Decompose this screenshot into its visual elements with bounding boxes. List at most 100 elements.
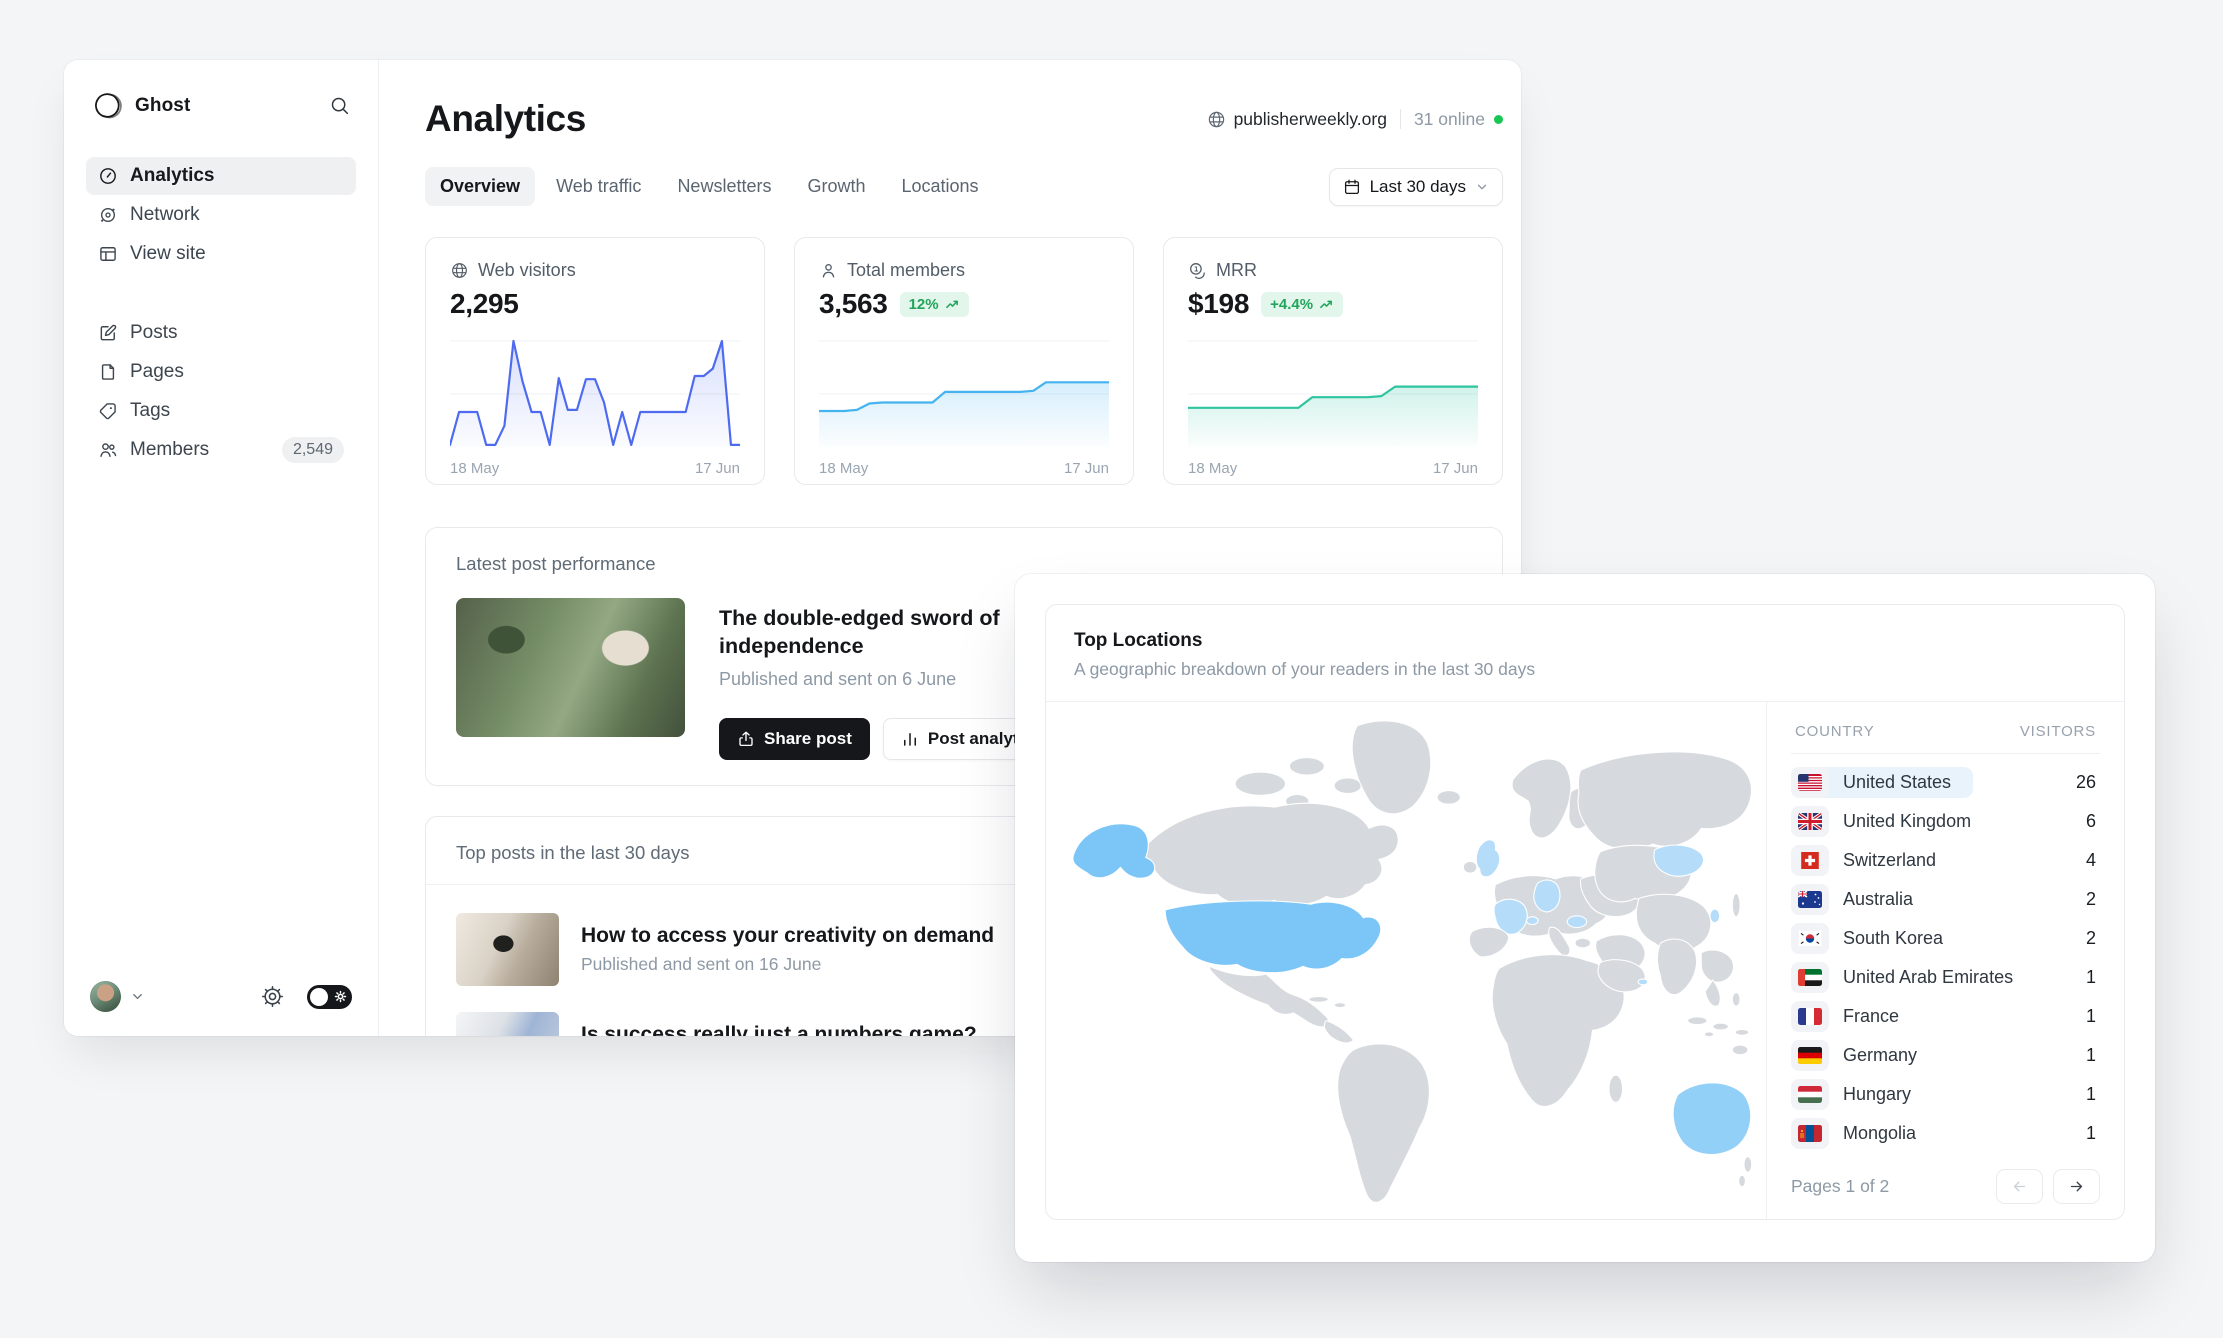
- orbit-icon: [98, 205, 118, 225]
- section-title: Top posts in the last 30 days: [456, 841, 690, 863]
- stat-value: $198: [1188, 288, 1250, 319]
- stat-cards: Web visitors 2,295 18 May 17 Jun Total membe…: [425, 237, 1503, 485]
- tab-locations[interactable]: Locations: [887, 167, 994, 206]
- stat-card-total-members[interactable]: Total members 3,563 12% 18 May 17 Jun: [794, 237, 1134, 485]
- post-thumbnail: [456, 1011, 559, 1036]
- tab-overview[interactable]: Overview: [425, 167, 536, 206]
- gear-icon[interactable]: [261, 985, 284, 1008]
- flag-united-arab-emirates-icon: [1791, 962, 1829, 993]
- axis-start-label: 18 May: [450, 460, 500, 477]
- top-post-row[interactable]: Is success really just a numbers game?Pu…: [456, 1011, 1472, 1036]
- edit-icon: [98, 323, 118, 343]
- map-hungary: [1566, 915, 1588, 929]
- tab-newsletters[interactable]: Newsletters: [662, 167, 786, 206]
- country-row-switzerland[interactable]: Switzerland 4: [1791, 841, 2100, 880]
- visitor-count: 2: [2085, 928, 2096, 948]
- page-title: Analytics: [425, 98, 586, 139]
- map-greenland: [1351, 720, 1432, 815]
- flag-switzerland-icon: [1791, 845, 1829, 876]
- flag-hungary-icon: [1791, 1079, 1829, 1110]
- globe-icon: [1207, 110, 1226, 129]
- analytics-tabs: Overview Web traffic Newsletters Growth Loca…: [425, 167, 994, 206]
- share-post-button[interactable]: Share post: [719, 717, 870, 760]
- next-page-button[interactable]: [2053, 1169, 2100, 1204]
- country-name: Germany: [1843, 1045, 1918, 1065]
- visitor-count: 1: [2085, 1084, 2096, 1104]
- country-row-hungary[interactable]: Hungary 1: [1791, 1075, 2100, 1114]
- country-list-pane: COUNTRY VISITORS United States 26 United K…: [1766, 702, 2124, 1219]
- chevron-down-icon[interactable]: [130, 989, 145, 1004]
- coin-icon: [1188, 261, 1207, 280]
- prev-page-button[interactable]: [1996, 1169, 2043, 1204]
- date-range-select[interactable]: Last 30 days: [1328, 167, 1503, 206]
- country-row-australia[interactable]: Australia 2: [1791, 880, 2100, 919]
- trending-up-icon: [1319, 297, 1334, 312]
- sidebar-item-posts[interactable]: Posts: [86, 314, 356, 352]
- sidebar-item-network[interactable]: Network: [86, 196, 356, 234]
- top-locations-subtitle: A geographic breakdown of your readers i…: [1074, 659, 1536, 679]
- axis-start-label: 18 May: [1188, 460, 1238, 477]
- tab-label: Newsletters: [677, 176, 772, 196]
- sidebar-item-label: View site: [130, 243, 206, 264]
- map-australia: [1672, 1082, 1752, 1155]
- stat-label: Total members: [847, 260, 966, 280]
- country-row-france[interactable]: France 1: [1791, 997, 2100, 1036]
- map-united-arab-emirates: [1637, 978, 1649, 986]
- sun-icon: [333, 989, 348, 1004]
- toggle-knob: [310, 987, 328, 1006]
- sidebar-item-label: Analytics: [130, 165, 215, 186]
- tab-label: Web traffic: [556, 176, 642, 196]
- search-icon[interactable]: [329, 95, 350, 116]
- divider: [1399, 109, 1401, 129]
- sidebar: Ghost Analytics Network View site Posts Pag…: [64, 60, 379, 1036]
- country-name: Mongolia: [1843, 1123, 1917, 1143]
- stat-label: MRR: [1216, 260, 1257, 280]
- person-icon: [819, 261, 838, 280]
- stat-value: 2,295: [450, 288, 519, 319]
- site-domain-label: publisherweekly.org: [1233, 108, 1387, 129]
- post-meta: Published and sent on 6 June: [719, 668, 957, 689]
- site-domain[interactable]: publisherweekly.org: [1207, 109, 1387, 130]
- pagination-label: Pages 1 of 2: [1791, 1176, 1890, 1196]
- sidebar-item-analytics[interactable]: Analytics: [86, 157, 356, 195]
- stat-value: 3,563: [819, 288, 888, 319]
- sidebar-item-view-site[interactable]: View site: [86, 235, 356, 273]
- country-row-united-kingdom[interactable]: United Kingdom 6: [1791, 802, 2100, 841]
- sidebar-item-tags[interactable]: Tags: [86, 392, 356, 430]
- stat-card-web-visitors[interactable]: Web visitors 2,295 18 May 17 Jun: [425, 237, 765, 485]
- country-row-united-states[interactable]: United States 26: [1791, 763, 2100, 802]
- chevron-down-icon: [1475, 180, 1489, 194]
- country-name: United Arab Emirates: [1843, 967, 2014, 987]
- world-map[interactable]: [1046, 702, 1766, 1219]
- trending-up-icon: [945, 297, 960, 312]
- country-row-mongolia[interactable]: Mongolia 1: [1791, 1114, 2100, 1153]
- dark-mode-toggle[interactable]: [307, 984, 352, 1009]
- avatar[interactable]: [90, 981, 121, 1012]
- top-locations-window: Top Locations A geographic breakdown of …: [1015, 574, 2155, 1262]
- country-row-germany[interactable]: Germany 1: [1791, 1036, 2100, 1075]
- sidebar-item-members[interactable]: Members 2,549: [86, 431, 356, 469]
- layout-icon: [98, 244, 118, 264]
- map-south-america: [1337, 1043, 1430, 1203]
- top-post-row[interactable]: How to access your creativity on demand P…: [456, 912, 1472, 986]
- visitor-count: 1: [2085, 1045, 2096, 1065]
- map-canada: [1143, 802, 1399, 906]
- flag-mongolia-icon: [1791, 1118, 1829, 1149]
- map-germany: [1533, 879, 1561, 913]
- country-row-south-korea[interactable]: South Korea 2: [1791, 919, 2100, 958]
- sidebar-item-label: Members: [130, 439, 210, 460]
- top-locations-frame: Top Locations A geographic breakdown of …: [1045, 604, 2125, 1220]
- country-row-united-arab-emirates[interactable]: United Arab Emirates 1: [1791, 958, 2100, 997]
- ghost-logo-icon: [92, 90, 123, 121]
- sidebar-item-pages[interactable]: Pages: [86, 353, 356, 391]
- visitor-count: 1: [2085, 1006, 2096, 1026]
- sidebar-item-label: Network: [130, 204, 200, 225]
- online-status: 31 online: [1414, 109, 1503, 130]
- flag-south-korea-icon: [1791, 923, 1829, 954]
- visitor-count: 6: [2085, 811, 2096, 831]
- tab-web-traffic[interactable]: Web traffic: [541, 167, 656, 206]
- mini-chart-web-visitors: [448, 337, 742, 455]
- tab-growth[interactable]: Growth: [792, 167, 880, 206]
- stat-card-mrr[interactable]: MRR $198 +4.4% 18 May 17 Jun: [1163, 237, 1503, 485]
- tab-label: Growth: [807, 176, 866, 196]
